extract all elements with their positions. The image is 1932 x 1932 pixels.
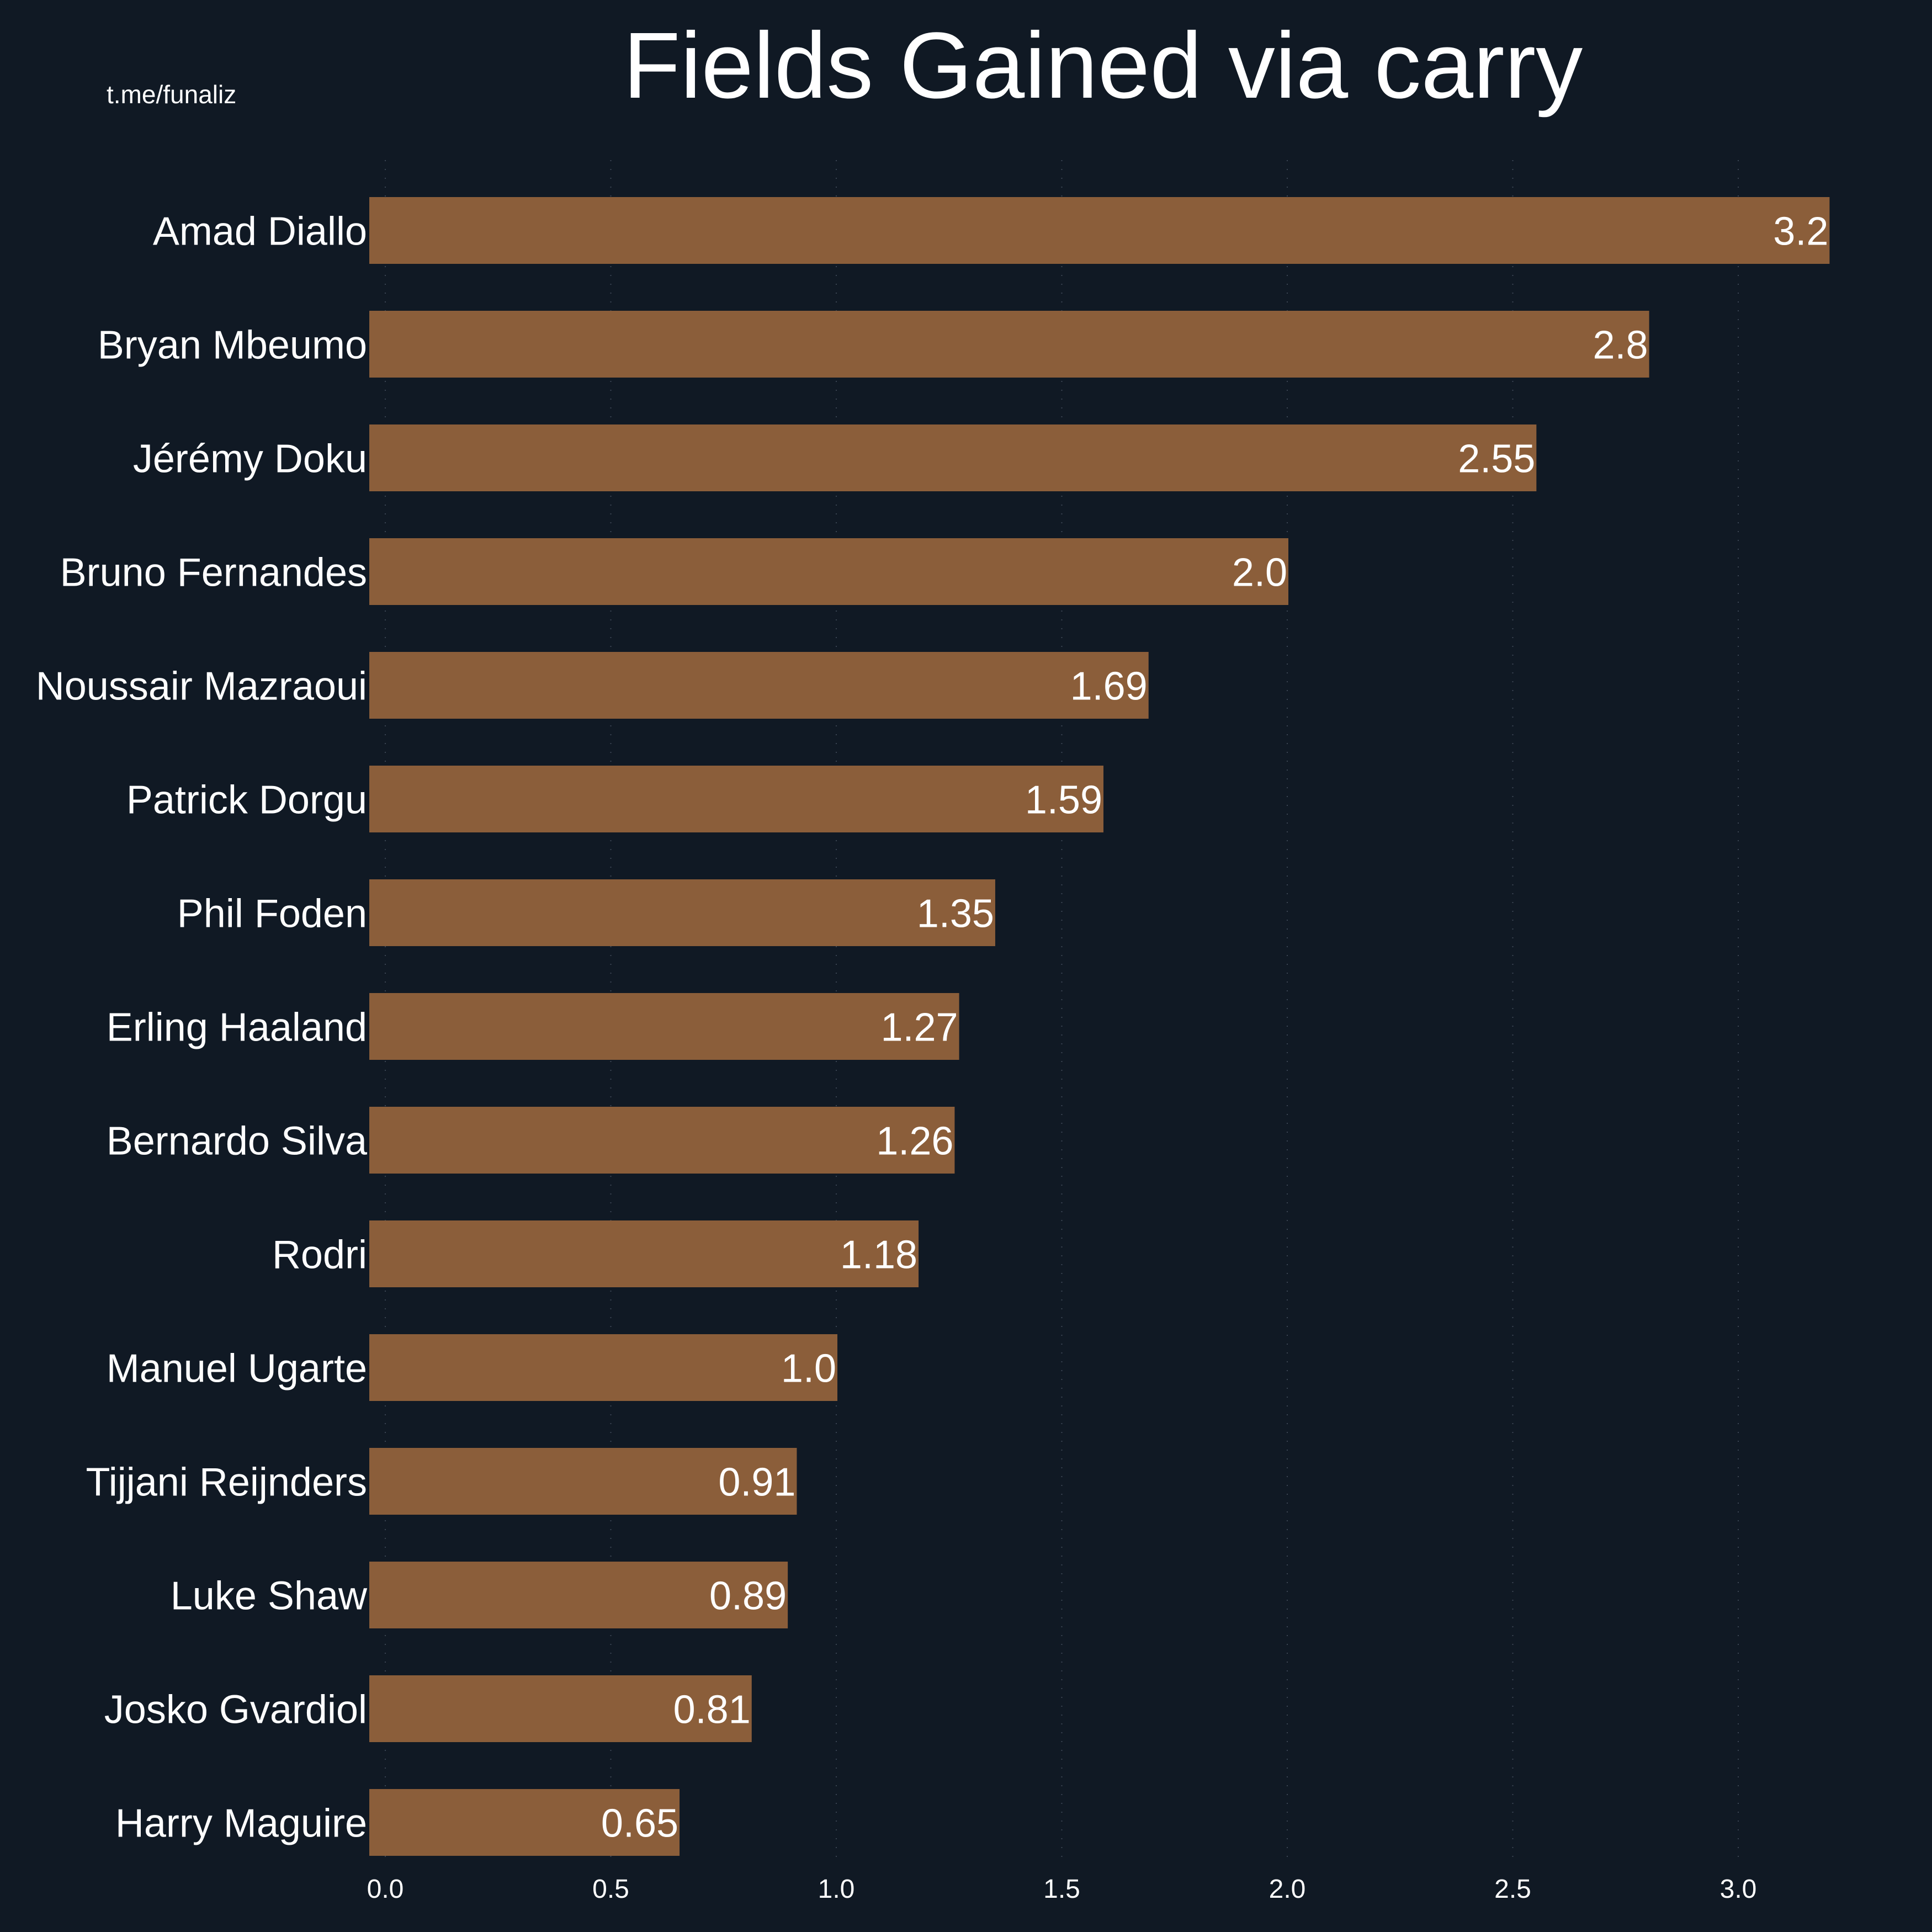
bar — [369, 1675, 752, 1742]
bar — [369, 197, 1830, 264]
category-label: Noussair Mazraoui — [36, 665, 367, 709]
bar — [369, 424, 1537, 491]
bar — [369, 1334, 837, 1401]
x-tick-label: 2.0 — [1269, 1875, 1306, 1904]
bar-value-label: 2.55 — [1458, 437, 1535, 481]
bar-value-label: 1.35 — [917, 892, 994, 936]
bar-value-label: 2.8 — [1593, 323, 1648, 368]
bar — [369, 879, 995, 946]
bar — [369, 1220, 919, 1287]
bar-value-label: 1.18 — [840, 1233, 917, 1277]
x-tick-label: 1.5 — [1043, 1875, 1080, 1904]
category-label: Manuel Ugarte — [107, 1347, 367, 1391]
bar — [369, 766, 1104, 832]
bar-value-label: 1.0 — [781, 1347, 836, 1391]
x-axis-ticks: 0.0 0.5 1.0 1.5 2.0 2.5 3.0 — [367, 1875, 1757, 1904]
bar-value-label: 1.26 — [876, 1119, 953, 1164]
category-label: Rodri — [272, 1233, 367, 1277]
category-label: Bryan Mbeumo — [98, 323, 367, 368]
bar-value-label: 1.27 — [880, 1006, 958, 1050]
category-label: Harry Maguire — [115, 1802, 367, 1846]
watermark: t.me/funaliz — [107, 80, 236, 109]
bar — [369, 1107, 955, 1174]
bar-value-label: 2.0 — [1232, 551, 1287, 595]
bar — [369, 538, 1288, 605]
x-tick-label: 3.0 — [1720, 1875, 1757, 1904]
category-label: Tijjani Reijnders — [86, 1461, 367, 1505]
category-label: Bernardo Silva — [107, 1119, 368, 1164]
x-tick-label: 2.5 — [1494, 1875, 1531, 1904]
bar — [369, 652, 1149, 719]
bar-value-label: 0.81 — [673, 1688, 751, 1732]
bar — [369, 1789, 680, 1856]
category-label: Bruno Fernandes — [60, 551, 367, 595]
bars: 3.2 2.8 2.55 2.0 1.69 1.59 1.35 1.27 1.26 1.18 1.0… — [369, 197, 1830, 1856]
bar-value-label: 0.65 — [601, 1802, 678, 1846]
bar-value-label: 0.89 — [709, 1574, 787, 1618]
bar — [369, 311, 1649, 378]
category-label: Patrick Dorgu — [126, 778, 367, 822]
category-labels: Amad Diallo Bryan Mbeumo Jérémy Doku Bruno … — [36, 210, 368, 1846]
chart-title: Fields Gained via carry — [623, 13, 1583, 118]
category-label: Amad Diallo — [153, 210, 367, 254]
bar-value-label: 1.69 — [1070, 665, 1148, 709]
bar — [369, 1448, 797, 1515]
bar — [369, 1562, 788, 1628]
x-tick-label: 0.0 — [367, 1875, 404, 1904]
category-label: Phil Foden — [177, 892, 367, 936]
x-tick-label: 1.0 — [818, 1875, 855, 1904]
category-label: Erling Haaland — [107, 1006, 367, 1050]
category-label: Josko Gvardiol — [104, 1688, 367, 1732]
category-label: Luke Shaw — [171, 1574, 368, 1618]
bar — [369, 993, 959, 1060]
bar-value-label: 3.2 — [1773, 210, 1828, 254]
bar-value-label: 0.91 — [718, 1461, 795, 1505]
category-label: Jérémy Doku — [133, 437, 367, 481]
x-tick-label: 0.5 — [592, 1875, 629, 1904]
bar-value-label: 1.59 — [1025, 778, 1102, 822]
